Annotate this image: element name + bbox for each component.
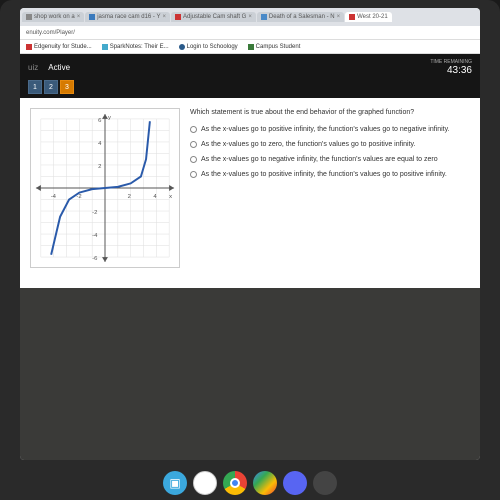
browser-tab-strip: shop work on a × jasma race cam d16 - Y … bbox=[20, 8, 480, 26]
arrow-left-icon bbox=[36, 185, 41, 191]
dock-app-icon[interactable] bbox=[283, 471, 307, 495]
tab-favicon-icon bbox=[89, 14, 95, 20]
bookmark-favicon-icon bbox=[179, 44, 185, 50]
bookmark-item[interactable]: SparkNotes: Their E... bbox=[102, 44, 169, 50]
dock-app-icon[interactable] bbox=[313, 471, 337, 495]
quiz-label: uiz bbox=[28, 63, 38, 72]
timer-value: 43:36 bbox=[430, 65, 472, 76]
graph-panel: y x -4-224-6-4-2246 bbox=[30, 108, 180, 268]
svg-text:2: 2 bbox=[128, 194, 131, 200]
tab-favicon-icon bbox=[175, 14, 181, 20]
browser-tab[interactable]: Death of a Salesman - N × bbox=[257, 12, 344, 22]
answer-option[interactable]: As the x-values go to negative infinity,… bbox=[190, 155, 470, 164]
browser-tab[interactable]: Adjustable Cam shaft G × bbox=[171, 12, 256, 22]
arrow-down-icon bbox=[102, 257, 108, 262]
question-panel: Which statement is true about the end be… bbox=[190, 108, 470, 278]
option-text: As the x-values go to positive infinity,… bbox=[201, 170, 447, 179]
browser-tab[interactable]: shop work on a × bbox=[22, 12, 84, 22]
question-number-current[interactable]: 3 bbox=[60, 80, 74, 94]
bookmark-favicon-icon bbox=[248, 44, 254, 50]
bookmark-item[interactable]: Edgenuity for Stude... bbox=[26, 44, 92, 50]
question-number[interactable]: 1 bbox=[28, 80, 42, 94]
radio-icon[interactable] bbox=[190, 156, 197, 163]
bookmark-item[interactable]: Campus Student bbox=[248, 44, 301, 50]
bookmark-favicon-icon bbox=[26, 44, 32, 50]
question-number[interactable]: 2 bbox=[44, 80, 58, 94]
svg-text:-6: -6 bbox=[92, 256, 98, 262]
laptop-frame: shop work on a × jasma race cam d16 - Y … bbox=[0, 0, 500, 500]
browser-tab-active[interactable]: West 20-21 bbox=[345, 12, 392, 22]
svg-text:2: 2 bbox=[98, 164, 101, 170]
url-bar[interactable]: enuity.com/Player/ bbox=[20, 26, 480, 40]
radio-icon[interactable] bbox=[190, 141, 197, 148]
macos-dock: ▣ bbox=[0, 465, 500, 500]
content-area: y x -4-224-6-4-2246 Which statement is t… bbox=[20, 98, 480, 288]
svg-text:-4: -4 bbox=[51, 194, 57, 200]
answer-option[interactable]: As the x-values go to positive infinity,… bbox=[190, 170, 470, 179]
question-prompt: Which statement is true about the end be… bbox=[190, 108, 470, 117]
y-axis-label: y bbox=[108, 115, 111, 121]
svg-text:-4: -4 bbox=[92, 233, 98, 239]
dock-chrome-icon[interactable] bbox=[223, 471, 247, 495]
answer-option[interactable]: As the x-values go to positive infinity,… bbox=[190, 125, 470, 134]
dock-finder-icon[interactable]: ▣ bbox=[163, 471, 187, 495]
x-axis-label: x bbox=[169, 194, 172, 200]
dock-app-icon[interactable] bbox=[253, 471, 277, 495]
close-icon[interactable]: × bbox=[337, 14, 341, 20]
svg-text:-2: -2 bbox=[92, 210, 97, 216]
svg-text:4: 4 bbox=[153, 194, 157, 200]
dock-app-icon[interactable] bbox=[193, 471, 217, 495]
tab-favicon-icon bbox=[26, 14, 32, 20]
browser-tab[interactable]: jasma race cam d16 - Y × bbox=[85, 12, 170, 22]
bookmark-favicon-icon bbox=[102, 44, 108, 50]
option-text: As the x-values go to zero, the function… bbox=[201, 140, 415, 149]
desktop-background bbox=[20, 288, 480, 460]
timer: TIME REMAINING 43:36 bbox=[430, 59, 472, 76]
timer-label: TIME REMAINING bbox=[430, 59, 472, 65]
bookmark-item[interactable]: Login to Schoology bbox=[179, 44, 238, 50]
radio-icon[interactable] bbox=[190, 126, 197, 133]
option-text: As the x-values go to positive infinity,… bbox=[201, 125, 450, 134]
tab-favicon-icon bbox=[349, 14, 355, 20]
answer-option[interactable]: As the x-values go to zero, the function… bbox=[190, 140, 470, 149]
bookmarks-bar: Edgenuity for Stude... SparkNotes: Their… bbox=[20, 40, 480, 54]
quiz-active-label: Active bbox=[48, 63, 70, 72]
screen: shop work on a × jasma race cam d16 - Y … bbox=[20, 8, 480, 460]
radio-icon[interactable] bbox=[190, 171, 197, 178]
close-icon[interactable]: × bbox=[248, 14, 252, 20]
arrow-right-icon bbox=[169, 185, 174, 191]
quiz-header: uiz Active TIME REMAINING 43:36 bbox=[20, 54, 480, 80]
close-icon[interactable]: × bbox=[77, 14, 81, 20]
function-graph: y x -4-224-6-4-2246 bbox=[31, 109, 179, 267]
close-icon[interactable]: × bbox=[162, 14, 166, 20]
tab-favicon-icon bbox=[261, 14, 267, 20]
option-text: As the x-values go to negative infinity,… bbox=[201, 155, 438, 164]
